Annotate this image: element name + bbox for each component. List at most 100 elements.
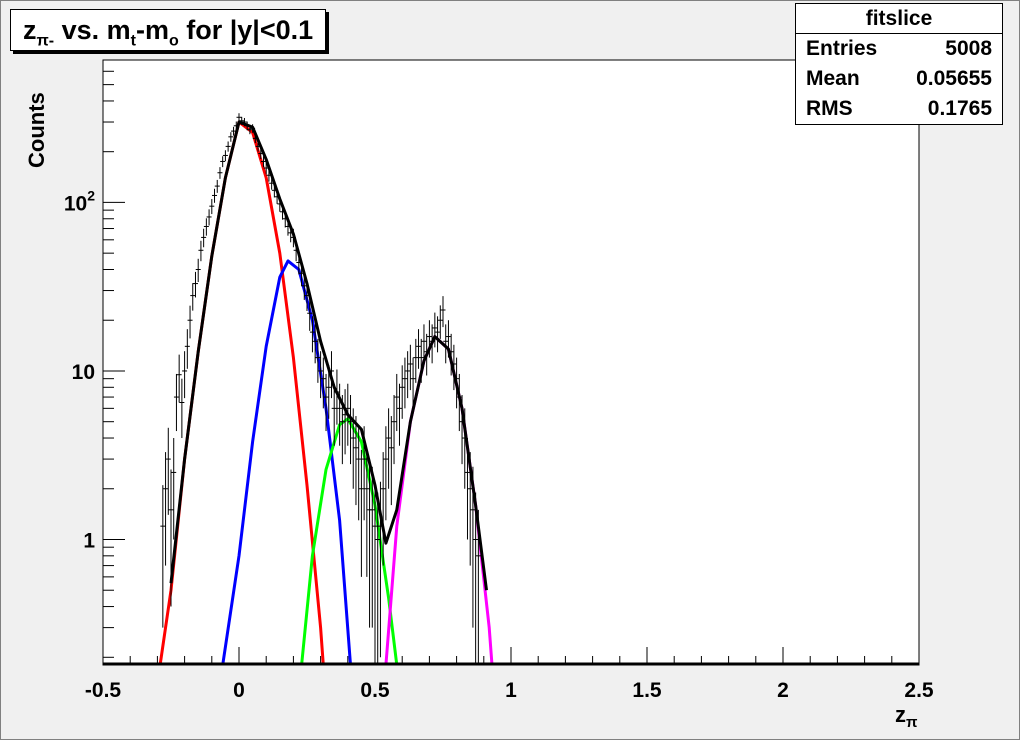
data-point — [285, 218, 291, 236]
data-point — [201, 228, 207, 248]
data-point — [464, 438, 470, 540]
stats-label: Mean — [806, 67, 860, 90]
data-point — [192, 271, 198, 298]
data-point — [328, 351, 334, 399]
y-tick-label: 102 — [64, 187, 95, 215]
data-point — [405, 351, 411, 399]
data-point — [307, 299, 313, 331]
data-point — [168, 469, 174, 607]
x-tick-label: 2 — [777, 679, 789, 702]
data-point — [342, 389, 348, 455]
data-point — [358, 449, 364, 577]
data-point — [299, 262, 305, 287]
data-point — [220, 156, 226, 168]
data-point — [165, 427, 171, 515]
data-point — [407, 344, 413, 391]
data-point — [435, 316, 441, 353]
data-point — [212, 188, 218, 203]
data-point — [293, 240, 299, 262]
x-tick-label: 1.5 — [632, 679, 662, 702]
data-point — [198, 240, 204, 262]
data-point — [372, 481, 378, 658]
data-point — [443, 324, 449, 364]
data-point — [337, 383, 343, 446]
title-sub-a: π- — [36, 32, 55, 50]
data-point — [318, 351, 324, 399]
data-point — [233, 121, 239, 131]
data-point — [258, 148, 264, 159]
data-point — [231, 126, 237, 136]
data-point — [195, 258, 201, 283]
data-point — [296, 252, 302, 275]
data-point — [209, 199, 215, 215]
data-point — [421, 324, 427, 364]
data-point — [312, 324, 318, 364]
data-point — [473, 492, 479, 665]
data-point — [160, 485, 166, 628]
data-point — [187, 305, 193, 339]
data-point — [361, 426, 367, 521]
x-tick-label: -0.5 — [85, 679, 122, 702]
data-point — [260, 156, 266, 168]
data-point — [399, 365, 405, 419]
data-point — [323, 373, 329, 432]
stats-row-mean: Mean 0.05655 — [796, 64, 1002, 94]
title-part-a: z — [23, 15, 37, 45]
data-point — [315, 338, 321, 383]
data-point — [388, 416, 394, 506]
data-point — [440, 296, 446, 328]
data-point — [288, 224, 294, 243]
data-point — [266, 169, 272, 182]
stats-box: fitslice Entries 5008 Mean 0.05655 RMS 0.17… — [795, 3, 1003, 125]
data-point — [282, 210, 288, 228]
data-point — [345, 383, 351, 446]
data-point — [239, 116, 245, 126]
data-point — [247, 125, 253, 135]
data-point — [277, 196, 283, 212]
data-point — [448, 333, 454, 376]
data-point — [459, 395, 465, 465]
data-point — [383, 426, 389, 521]
data-point — [424, 333, 430, 376]
stats-value: 0.05655 — [916, 67, 992, 90]
data-point — [280, 204, 286, 220]
stats-label: Entries — [806, 37, 878, 60]
stats-box-name: fitslice — [796, 4, 1002, 34]
x-tick-label: 2.5 — [904, 679, 934, 702]
data-point — [271, 183, 277, 198]
data-point — [356, 426, 362, 521]
data-point — [375, 492, 381, 665]
data-point — [176, 354, 182, 403]
data-point — [244, 121, 250, 131]
data-point — [348, 395, 354, 465]
data-point — [454, 357, 460, 409]
data-point — [413, 338, 419, 383]
data-point — [182, 351, 188, 399]
data-point — [290, 228, 296, 248]
data-point — [163, 452, 169, 566]
data-point — [475, 509, 481, 665]
data-point — [252, 133, 258, 144]
x-tick-label: 0 — [233, 679, 245, 702]
y-tick-label: 10 — [72, 361, 95, 384]
y-tick-label: 1 — [83, 529, 95, 552]
data-point — [269, 177, 275, 190]
axes — [102, 59, 920, 665]
data-point — [171, 438, 177, 540]
x-tick-label: 1 — [505, 679, 517, 702]
stats-row-rms: RMS 0.1765 — [796, 94, 1002, 124]
data-point — [326, 365, 332, 419]
data-point — [184, 329, 190, 369]
data-point — [353, 416, 359, 506]
data-point — [429, 324, 435, 364]
data-point — [416, 329, 422, 369]
title-sub-b: t — [130, 32, 136, 50]
data-point — [263, 162, 269, 175]
title-part-c: -m — [135, 15, 169, 45]
x-axis-title-sub: π — [906, 714, 918, 731]
data-point — [214, 179, 220, 193]
y-axis-title: Counts — [24, 92, 49, 168]
data-point — [445, 320, 451, 358]
data-point — [432, 312, 438, 348]
data-point — [377, 481, 383, 658]
